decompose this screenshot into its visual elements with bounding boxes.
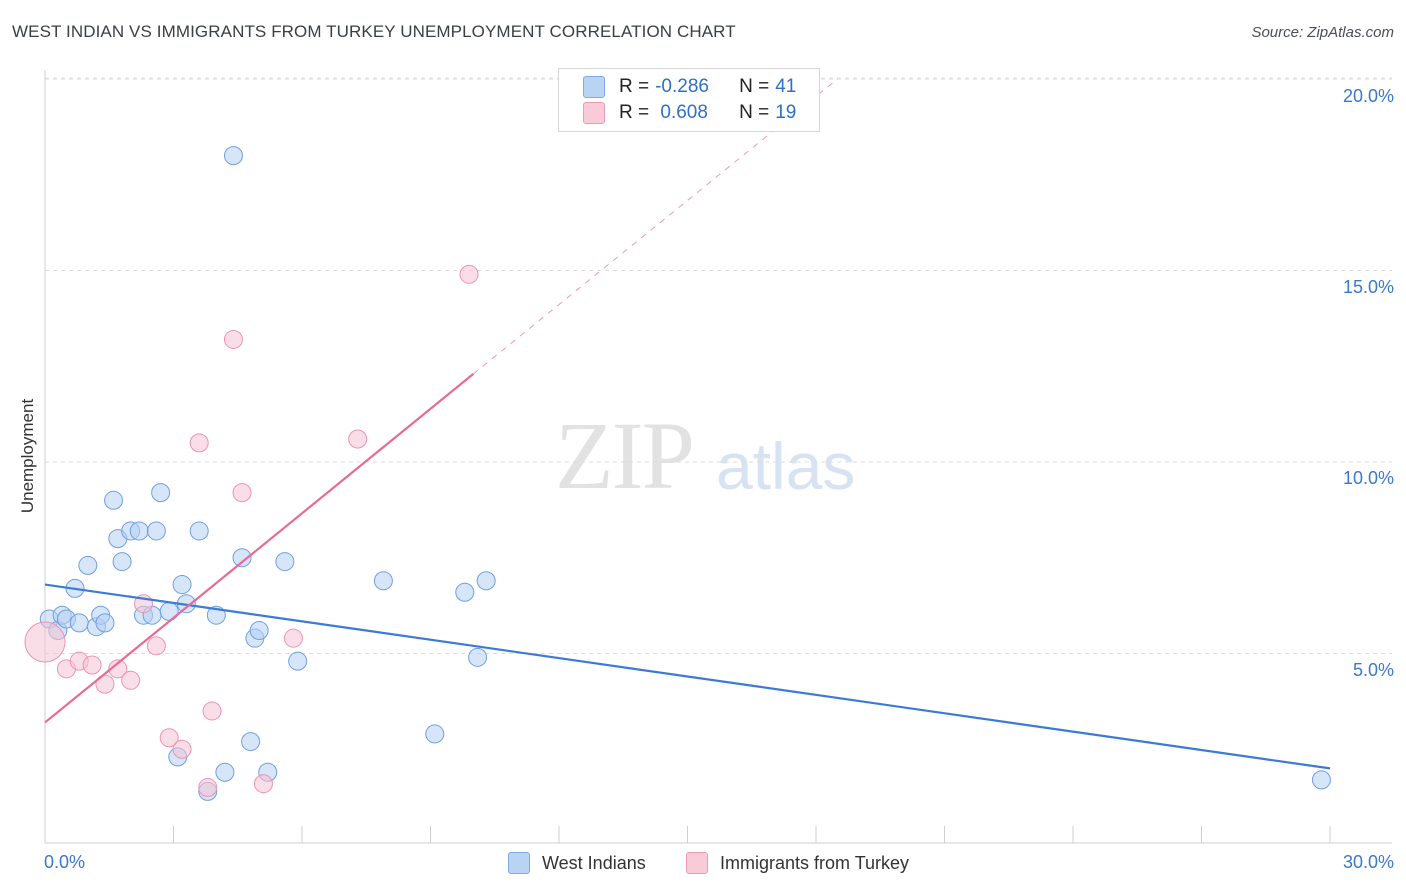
- legend-row-west-indians: R = -0.286 N = 41: [583, 74, 796, 100]
- west-indians-point: [95, 613, 115, 633]
- turkey-point: [121, 670, 141, 690]
- turkey-point: [24, 621, 66, 663]
- x-tick-label-min: 0.0%: [44, 852, 86, 872]
- west-indians-point: [1311, 770, 1331, 790]
- series-legend: West Indians Immigrants from Turkey: [0, 852, 1406, 878]
- watermark-atlas: atlas: [716, 429, 856, 503]
- y-tick-label-20: 20.0%: [1342, 86, 1394, 106]
- turkey-trendline: [44, 373, 475, 724]
- west-indians-point: [189, 521, 209, 541]
- west-indians-point: [476, 571, 496, 591]
- turkey-point: [108, 659, 128, 679]
- source-attribution: Source: ZipAtlas.com: [1251, 24, 1394, 41]
- watermark-zip: ZIP: [555, 402, 695, 509]
- west-indians-point: [232, 548, 252, 568]
- legend-swatch-blue: [508, 852, 530, 874]
- correlation-legend: R = -0.286 N = 41 R = 0.608 N = 19: [558, 68, 820, 132]
- legend-item-turkey: Immigrants from Turkey: [686, 852, 909, 874]
- turkey-point: [283, 628, 303, 648]
- legend-r-label: R =: [619, 76, 650, 97]
- west-indians-point: [373, 571, 393, 591]
- west-indians-point: [425, 724, 445, 744]
- turkey-point: [159, 728, 179, 748]
- turkey-point: [348, 429, 368, 449]
- legend-n-label: N =: [739, 102, 770, 123]
- west-indians-point: [288, 651, 308, 671]
- y-tick-label-10: 10.0%: [1342, 468, 1394, 488]
- turkey-point: [198, 778, 218, 798]
- turkey-point: [232, 483, 252, 503]
- legend-swatch-pink: [686, 852, 708, 874]
- turkey-point: [253, 774, 273, 794]
- west-indians-point: [172, 575, 192, 595]
- west-indians-point: [249, 621, 269, 641]
- west-indians-point: [146, 521, 166, 541]
- west-indians-point: [215, 762, 235, 782]
- y-tick-label-5: 5.0%: [1352, 660, 1394, 680]
- legend-r-value: 0.608: [655, 102, 708, 123]
- legend-item-west-indians: West Indians: [508, 852, 646, 874]
- legend-n-value: 19: [775, 102, 797, 123]
- west-indians-point: [78, 555, 98, 575]
- legend-r-label: R =: [619, 102, 650, 123]
- turkey-point: [172, 739, 192, 759]
- west-indians-point: [159, 601, 179, 621]
- legend-row-turkey: R = 0.608 N = 19: [583, 100, 796, 126]
- legend-r-value: -0.286: [655, 76, 709, 97]
- legend-n-value: 41: [775, 76, 797, 97]
- west-indians-point: [104, 490, 124, 510]
- west-indians-point: [468, 647, 488, 667]
- legend-swatch-blue: [583, 76, 605, 98]
- turkey-point: [189, 433, 209, 453]
- west-indians-point: [112, 552, 132, 572]
- x-tick-label-max: 30.0%: [1342, 852, 1394, 872]
- legend-n-label: N =: [739, 76, 770, 97]
- west-indians-point: [223, 146, 243, 166]
- west-indians-trendline: [44, 583, 1331, 770]
- turkey-point: [223, 329, 243, 349]
- turkey-point: [459, 264, 479, 284]
- turkey-point: [82, 655, 102, 675]
- turkey-point: [202, 701, 222, 721]
- chart-title: WEST INDIAN VS IMMIGRANTS FROM TURKEY UN…: [12, 22, 736, 41]
- turkey-point: [95, 674, 115, 694]
- west-indians-point: [241, 732, 261, 752]
- west-indians-point: [151, 483, 171, 503]
- west-indians-point: [275, 552, 295, 572]
- legend-swatch-pink: [583, 102, 605, 124]
- turkey-point: [146, 636, 166, 656]
- legend-label: West Indians: [542, 852, 646, 873]
- y-tick-label-15: 15.0%: [1342, 277, 1394, 297]
- west-indians-point: [129, 521, 149, 541]
- west-indians-point: [69, 613, 89, 633]
- west-indians-point: [455, 582, 475, 602]
- legend-label: Immigrants from Turkey: [720, 852, 910, 873]
